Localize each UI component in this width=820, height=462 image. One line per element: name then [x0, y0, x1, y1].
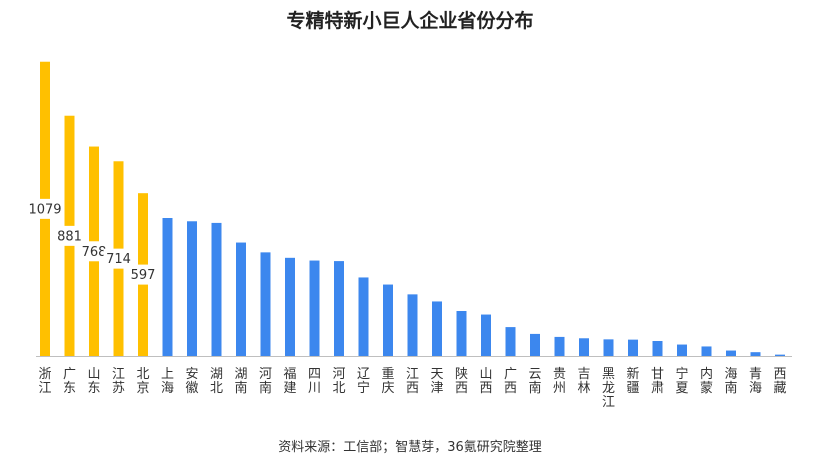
bar-海南	[726, 350, 736, 356]
x-tick-label: 山西	[479, 367, 492, 396]
bar-宁夏	[677, 344, 687, 356]
bar-贵州	[554, 336, 565, 356]
x-tick-label: 广东	[63, 367, 76, 396]
x-tick-label: 青海	[749, 367, 762, 396]
x-tick-label: 天津	[430, 367, 443, 396]
x-tick-label: 浙江	[38, 367, 51, 396]
x-tick-label: 河南	[259, 367, 272, 396]
x-tick-label: 福建	[283, 367, 296, 396]
x-tick-label: 新疆	[626, 366, 639, 396]
bar-河北	[334, 261, 344, 356]
bar-湖南	[236, 242, 246, 356]
x-tick-label: 辽宁	[357, 367, 370, 396]
bar-陕西	[456, 311, 467, 356]
data-label-bg	[128, 264, 158, 285]
bar-四川	[309, 260, 320, 356]
bar-广西	[505, 327, 516, 356]
x-tick-label: 西藏	[773, 367, 786, 396]
bar-河南	[260, 252, 271, 356]
x-tick-label: 北京	[136, 367, 149, 396]
x-tick-label: 甘肃	[651, 367, 664, 396]
x-tick-label: 黑龙江	[602, 367, 615, 410]
data-label-bg	[30, 198, 60, 219]
data-label-bg	[54, 225, 85, 246]
x-tick-label: 宁夏	[675, 366, 688, 396]
data-label: 881	[57, 229, 82, 244]
data-label: 714	[106, 252, 131, 267]
bar-新疆	[628, 339, 638, 356]
x-tick-label: 湖南	[234, 367, 247, 396]
source-note: 资料来源：工信部；智慧芽，36氪研究院整理	[278, 440, 542, 455]
x-tick-label: 上海	[161, 367, 174, 396]
data-label: 768	[82, 245, 107, 260]
x-tick-label: 贵州	[553, 367, 566, 396]
data-label-bg	[103, 248, 134, 269]
bar-甘肃	[652, 341, 663, 356]
bar-福建	[285, 257, 295, 356]
x-tick-label: 四川	[308, 367, 321, 396]
bar-上海	[162, 218, 173, 356]
x-tick-label: 河北	[332, 367, 345, 396]
data-label: 597	[131, 268, 156, 283]
x-tick-label: 内蒙	[700, 366, 713, 396]
bar-湖北	[211, 222, 222, 356]
x-tick-label: 海南	[724, 367, 737, 396]
bar-辽宁	[358, 277, 369, 356]
x-tick-label: 山东	[87, 367, 100, 396]
x-tick-label: 湖北	[210, 367, 223, 396]
bar-吉林	[579, 338, 589, 356]
bar-青海	[750, 352, 761, 356]
bar-云南	[530, 333, 540, 356]
x-tick-label: 江西	[406, 367, 419, 396]
x-tick-label: 陕西	[455, 367, 468, 396]
bar-江西	[407, 294, 418, 356]
bar-西藏	[775, 354, 785, 356]
bar-重庆	[383, 284, 393, 356]
x-tick-label: 安徽	[185, 367, 198, 396]
x-tick-label: 江苏	[112, 367, 125, 396]
data-label-bg	[79, 241, 109, 262]
chart-title: 专精特新小巨人企业省份分布	[286, 10, 534, 32]
bar-山西	[481, 314, 491, 356]
x-tick-label: 广西	[504, 367, 517, 396]
data-label: 1079	[28, 202, 61, 217]
bar-安徽	[187, 221, 197, 356]
bar-天津	[432, 301, 442, 356]
x-tick-label: 吉林	[577, 367, 590, 396]
x-tick-label: 云南	[528, 367, 541, 396]
x-tick-label: 重庆	[381, 366, 394, 396]
bar-内蒙	[701, 346, 712, 356]
bar-黑龙江	[603, 339, 614, 356]
